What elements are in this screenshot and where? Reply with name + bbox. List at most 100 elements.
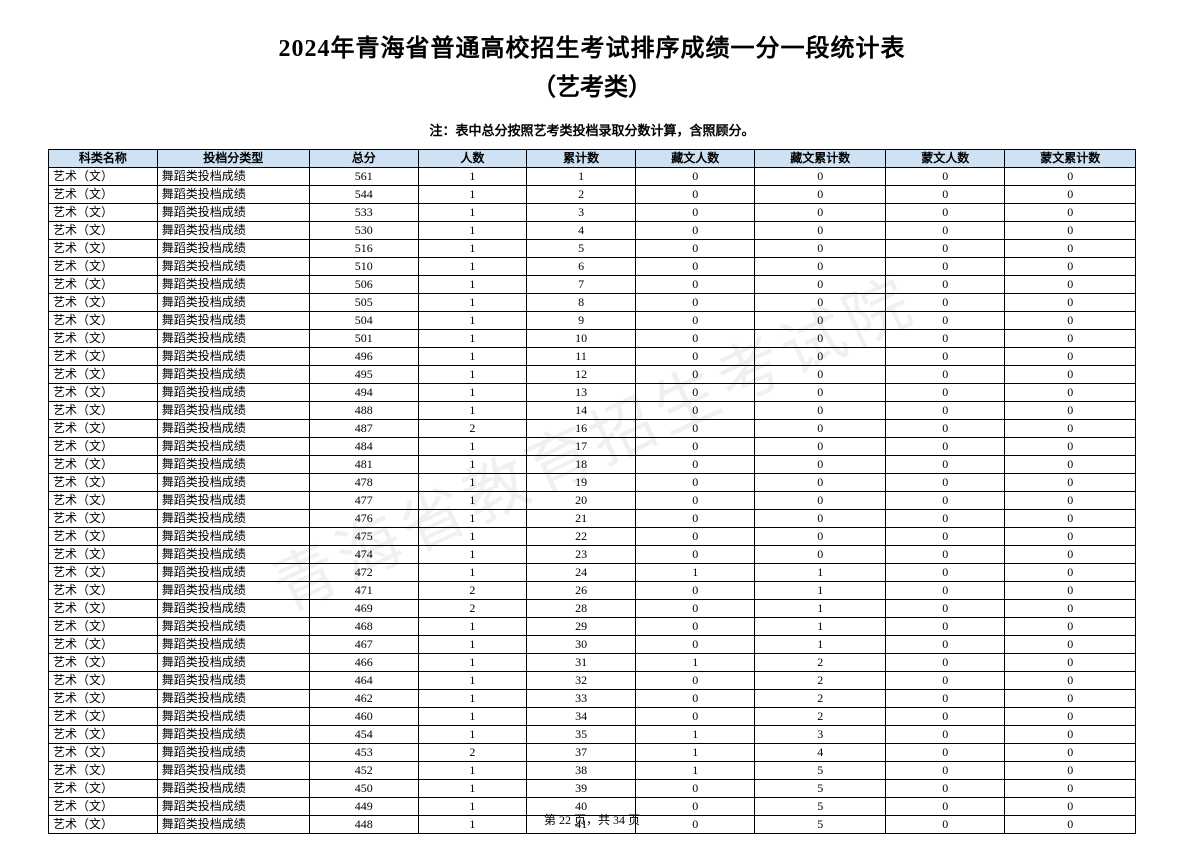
cell: 0 [885, 258, 1005, 276]
page-title-line2: （艺考类） [48, 67, 1136, 102]
cell: 0 [635, 366, 755, 384]
cell: 1 [635, 744, 755, 762]
cell: 艺术（文） [49, 420, 158, 438]
cell: 0 [635, 330, 755, 348]
cell: 0 [635, 420, 755, 438]
cell: 1 [418, 618, 527, 636]
cell: 0 [755, 312, 885, 330]
cell: 14 [527, 402, 636, 420]
table-row: 艺术（文）舞蹈类投档成绩506170000 [49, 276, 1136, 294]
cell: 0 [755, 474, 885, 492]
cell: 0 [635, 312, 755, 330]
cell: 38 [527, 762, 636, 780]
cell: 1 [418, 204, 527, 222]
cell: 艺术（文） [49, 186, 158, 204]
cell: 481 [309, 456, 418, 474]
table-row: 艺术（文）舞蹈类投档成绩4692280100 [49, 600, 1136, 618]
table-row: 艺术（文）舞蹈类投档成绩4761210000 [49, 510, 1136, 528]
cell: 0 [885, 294, 1005, 312]
cell: 艺术（文） [49, 762, 158, 780]
cell: 0 [1005, 780, 1136, 798]
cell: 舞蹈类投档成绩 [157, 582, 309, 600]
cell: 1 [418, 492, 527, 510]
cell: 0 [1005, 222, 1136, 240]
cell: 474 [309, 546, 418, 564]
cell: 460 [309, 708, 418, 726]
cell: 0 [885, 366, 1005, 384]
cell: 3 [527, 204, 636, 222]
cell: 0 [1005, 474, 1136, 492]
cell: 12 [527, 366, 636, 384]
col-header-8: 蒙文累计数 [1005, 150, 1136, 168]
cell: 1 [418, 384, 527, 402]
cell: 1 [418, 438, 527, 456]
cell: 舞蹈类投档成绩 [157, 204, 309, 222]
cell: 0 [885, 168, 1005, 186]
cell: 艺术（文） [49, 402, 158, 420]
cell: 1 [418, 636, 527, 654]
cell: 1 [527, 168, 636, 186]
cell: 471 [309, 582, 418, 600]
cell: 0 [635, 276, 755, 294]
table-row: 艺术（文）舞蹈类投档成绩4781190000 [49, 474, 1136, 492]
page-footer: 第 22 页，共 34 页 [0, 811, 1184, 828]
cell: 舞蹈类投档成绩 [157, 726, 309, 744]
cell: 495 [309, 366, 418, 384]
table-row: 艺术（文）舞蹈类投档成绩4661311200 [49, 654, 1136, 672]
cell: 0 [635, 636, 755, 654]
cell: 0 [1005, 636, 1136, 654]
cell: 0 [885, 402, 1005, 420]
cell: 0 [1005, 618, 1136, 636]
cell: 舞蹈类投档成绩 [157, 366, 309, 384]
cell: 0 [755, 456, 885, 474]
cell: 艺术（文） [49, 258, 158, 276]
table-row: 艺术（文）舞蹈类投档成绩4751220000 [49, 528, 1136, 546]
cell: 0 [635, 672, 755, 690]
cell: 艺术（文） [49, 312, 158, 330]
table-row: 艺术（文）舞蹈类投档成绩4741230000 [49, 546, 1136, 564]
cell: 0 [885, 528, 1005, 546]
cell: 0 [885, 726, 1005, 744]
cell: 0 [885, 420, 1005, 438]
cell: 466 [309, 654, 418, 672]
cell: 舞蹈类投档成绩 [157, 528, 309, 546]
cell: 0 [635, 204, 755, 222]
cell: 0 [885, 222, 1005, 240]
cell: 475 [309, 528, 418, 546]
cell: 494 [309, 384, 418, 402]
cell: 544 [309, 186, 418, 204]
cell: 0 [885, 690, 1005, 708]
cell: 1 [635, 564, 755, 582]
cell: 舞蹈类投档成绩 [157, 546, 309, 564]
cell: 0 [885, 330, 1005, 348]
table-row: 艺术（文）舞蹈类投档成绩4521381500 [49, 762, 1136, 780]
cell: 0 [1005, 384, 1136, 402]
cell: 35 [527, 726, 636, 744]
cell: 1 [418, 168, 527, 186]
cell: 477 [309, 492, 418, 510]
cell: 39 [527, 780, 636, 798]
cell: 0 [755, 186, 885, 204]
cell: 21 [527, 510, 636, 528]
cell: 1 [418, 366, 527, 384]
cell: 0 [885, 618, 1005, 636]
cell: 舞蹈类投档成绩 [157, 402, 309, 420]
cell: 0 [1005, 708, 1136, 726]
cell: 舞蹈类投档成绩 [157, 384, 309, 402]
table-row: 艺术（文）舞蹈类投档成绩5011100000 [49, 330, 1136, 348]
cell: 舞蹈类投档成绩 [157, 672, 309, 690]
cell: 1 [418, 312, 527, 330]
cell: 0 [755, 258, 885, 276]
cell: 舞蹈类投档成绩 [157, 258, 309, 276]
cell: 0 [1005, 294, 1136, 312]
cell: 2 [755, 654, 885, 672]
cell: 11 [527, 348, 636, 366]
cell: 530 [309, 222, 418, 240]
cell: 0 [755, 438, 885, 456]
cell: 舞蹈类投档成绩 [157, 690, 309, 708]
cell: 0 [635, 510, 755, 528]
cell: 2 [418, 744, 527, 762]
cell: 艺术（文） [49, 366, 158, 384]
cell: 0 [1005, 312, 1136, 330]
cell: 艺术（文） [49, 780, 158, 798]
